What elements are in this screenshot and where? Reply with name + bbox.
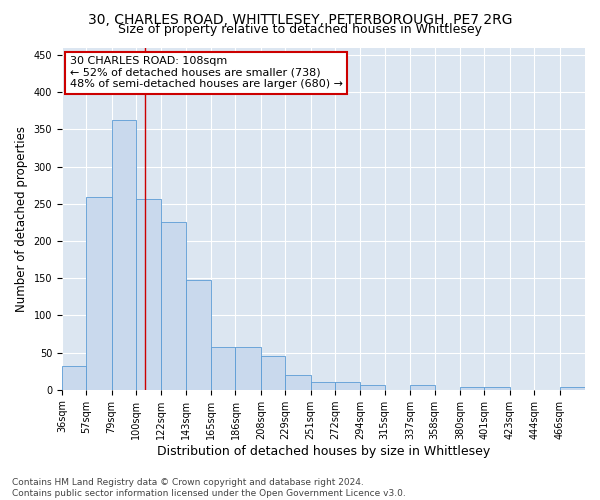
Text: Size of property relative to detached houses in Whittlesey: Size of property relative to detached ho…	[118, 22, 482, 36]
Bar	[261, 356, 285, 390]
Bar	[560, 386, 585, 390]
Text: 30, CHARLES ROAD, WHITTLESEY, PETERBOROUGH, PE7 2RG: 30, CHARLES ROAD, WHITTLESEY, PETERBOROU…	[88, 12, 512, 26]
Bar	[335, 382, 361, 390]
Bar	[361, 384, 385, 390]
Bar	[211, 348, 235, 390]
Bar	[112, 120, 136, 390]
Bar	[235, 348, 261, 390]
Bar	[311, 382, 335, 390]
Text: 30 CHARLES ROAD: 108sqm
← 52% of detached houses are smaller (738)
48% of semi-d: 30 CHARLES ROAD: 108sqm ← 52% of detache…	[70, 56, 343, 90]
Bar	[484, 386, 510, 390]
Bar	[410, 386, 434, 390]
Bar	[161, 222, 186, 390]
Bar	[285, 375, 311, 390]
Bar	[136, 198, 161, 390]
Bar	[186, 280, 211, 390]
Bar	[86, 197, 112, 390]
Bar	[62, 366, 86, 390]
X-axis label: Distribution of detached houses by size in Whittlesey: Distribution of detached houses by size …	[157, 444, 490, 458]
Y-axis label: Number of detached properties: Number of detached properties	[15, 126, 28, 312]
Text: Contains HM Land Registry data © Crown copyright and database right 2024.
Contai: Contains HM Land Registry data © Crown c…	[12, 478, 406, 498]
Bar	[460, 386, 484, 390]
